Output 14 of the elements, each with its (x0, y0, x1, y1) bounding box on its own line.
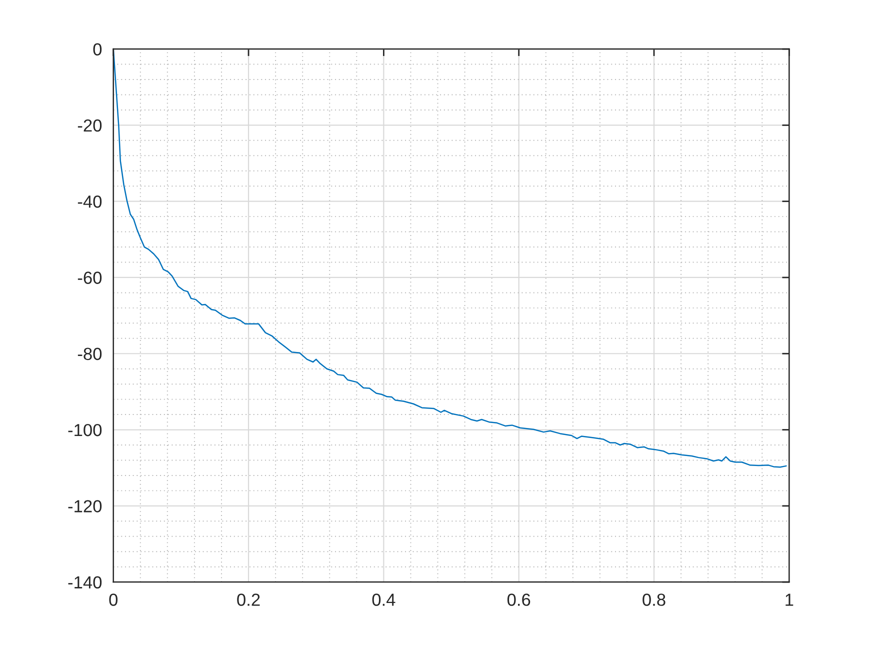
x-tick-label: 0.6 (507, 594, 530, 606)
y-tick-label: -80 (78, 348, 102, 360)
y-tick-label: -120 (68, 500, 102, 512)
y-tick-label: 0 (93, 43, 102, 56)
y-tick-label: -140 (68, 576, 102, 589)
y-tick-label: -60 (78, 272, 102, 284)
y-tick-label: -100 (68, 424, 102, 436)
y-tick-label: -20 (78, 119, 102, 132)
y-tick-label: -40 (78, 196, 102, 208)
x-tick-label: 0 (109, 594, 118, 606)
x-tick-label: 0.2 (237, 594, 260, 606)
x-tick-label: 0.8 (642, 594, 666, 606)
x-tick-label: 1 (786, 594, 794, 606)
x-tick-label: 0.4 (372, 594, 396, 606)
